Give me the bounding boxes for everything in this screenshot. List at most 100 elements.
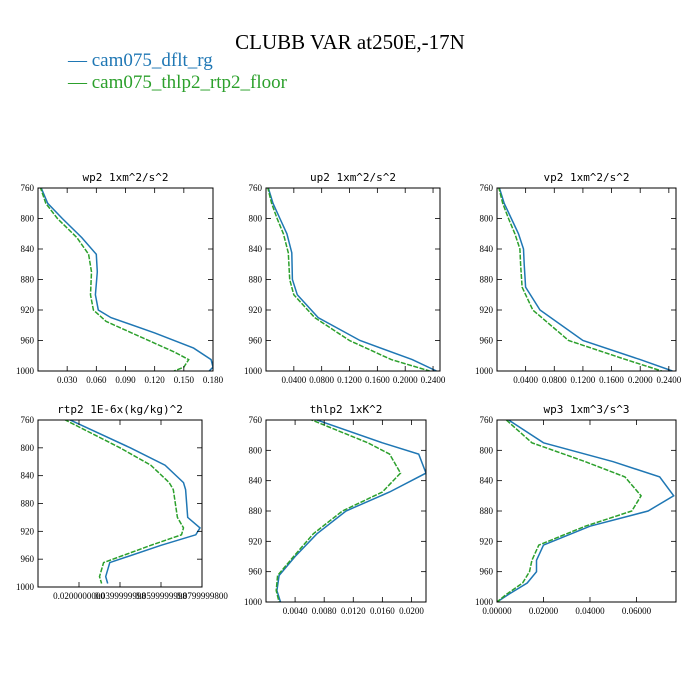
x-tick-label: 0.1600	[599, 375, 624, 385]
y-tick-label: 880	[249, 275, 263, 285]
legend-entry-dflt: — cam075_dflt_rg	[68, 50, 213, 71]
y-tick-label: 800	[21, 214, 35, 224]
y-tick-label: 960	[249, 336, 263, 346]
y-tick-label: 800	[480, 214, 494, 224]
y-tick-label: 840	[249, 476, 263, 486]
x-tick-label: 0.2000	[393, 375, 418, 385]
y-tick-label: 760	[249, 415, 263, 425]
series-group	[498, 188, 673, 371]
plot-frame	[496, 187, 677, 372]
series-group	[497, 420, 675, 602]
panel-1: up2 1xm^2/s^2 760 800 840 880 920 960 1000 0.040…	[244, 171, 446, 385]
y-tick-label: 920	[21, 305, 35, 315]
x-tick-label: 0.060	[86, 375, 107, 385]
y-tick-label: 880	[480, 506, 494, 516]
x-tick-label: 0.1200	[337, 375, 362, 385]
x-tick-label: 0.030	[57, 375, 78, 385]
y-tick-label: 880	[21, 499, 35, 509]
plot-frame	[37, 187, 214, 372]
panel-title: up2 1xm^2/s^2	[310, 171, 396, 184]
panel-title: wp2 1xm^2/s^2	[82, 171, 168, 184]
x-tick-label: 0.0200	[399, 606, 424, 616]
x-tick-label: 0.0799999800	[176, 591, 228, 601]
x-tick-label: 0.04000	[575, 606, 605, 616]
x-tick-label: 0.2000	[628, 375, 653, 385]
legend-entry-floor: — cam075_thlp2_rtp2_floor	[68, 72, 287, 93]
x-tick-label: 0.120	[145, 375, 166, 385]
x-tick-label: 0.0400	[513, 375, 538, 385]
y-tick-label: 800	[21, 443, 35, 453]
x-tick-label: 0.090	[115, 375, 136, 385]
x-tick-label: 0.0800	[542, 375, 567, 385]
series-group	[275, 420, 426, 602]
x-tick-label: 0.00000	[482, 606, 512, 616]
x-tick-label: 0.1200	[571, 375, 596, 385]
y-tick-label: 920	[249, 536, 263, 546]
x-tick-label: 0.0200000000	[53, 591, 105, 601]
y-tick-label: 840	[21, 471, 35, 481]
y-tick-label: 1000	[475, 597, 494, 607]
series-line-floor	[267, 188, 430, 371]
x-tick-label: 0.2400	[421, 375, 446, 385]
series-line-dflt	[267, 188, 437, 371]
y-tick-label: 880	[480, 275, 494, 285]
y-tick-label: 840	[249, 244, 263, 254]
y-tick-label: 760	[480, 183, 494, 193]
y-tick-label: 920	[249, 305, 263, 315]
y-tick-label: 760	[480, 415, 494, 425]
x-tick-label: 0.0599999998	[135, 591, 187, 601]
panel-5: wp3 1xm^3/s^3 760 800 840 880 920 960 10000.000…	[475, 403, 677, 616]
y-tick-label: 880	[21, 275, 35, 285]
y-tick-label: 960	[21, 336, 35, 346]
x-tick-label: 0.02000	[529, 606, 559, 616]
y-tick-label: 960	[480, 567, 494, 577]
series-line-dflt	[498, 188, 673, 371]
y-tick-label: 960	[480, 336, 494, 346]
y-tick-label: 1000	[244, 366, 263, 376]
x-tick-label: 0.0160	[370, 606, 395, 616]
y-tick-label: 840	[480, 244, 494, 254]
panel-title: wp3 1xm^3/s^3	[543, 403, 629, 416]
y-tick-label: 760	[249, 183, 263, 193]
x-tick-label: 0.0399999998	[94, 591, 146, 601]
series-line-dflt	[40, 188, 213, 371]
series-line-floor	[39, 188, 190, 371]
x-tick-label: 0.06000	[622, 606, 652, 616]
series-line-floor	[275, 420, 402, 602]
series-group	[39, 188, 213, 371]
series-line-floor	[63, 420, 185, 584]
y-tick-label: 840	[21, 244, 35, 254]
panel-0: wp2 1xm^2/s^2 760 800 840 880 920 960 1000 0.030…	[16, 171, 224, 385]
y-tick-label: 840	[480, 476, 494, 486]
x-tick-label: 0.0120	[341, 606, 366, 616]
y-tick-label: 760	[21, 415, 35, 425]
y-tick-label: 920	[480, 536, 494, 546]
y-tick-label: 960	[249, 567, 263, 577]
series-group	[267, 188, 437, 371]
x-tick-label: 0.0800	[309, 375, 334, 385]
y-tick-label: 1000	[475, 366, 494, 376]
panel-3: rtp2 1E-6x(kg/kg)^2 760 800 840 880 920 960 100…	[16, 403, 228, 601]
y-tick-label: 800	[480, 445, 494, 455]
plot-frame	[37, 419, 203, 588]
series-line-dflt	[68, 420, 201, 584]
y-tick-label: 1000	[244, 597, 263, 607]
x-tick-label: 0.180	[203, 375, 224, 385]
panel-title: rtp2 1E-6x(kg/kg)^2	[57, 403, 183, 416]
x-tick-label: 0.150	[174, 375, 195, 385]
figure-title: CLUBB VAR at250E,-17N	[235, 30, 465, 54]
panel-title: vp2 1xm^2/s^2	[543, 171, 629, 184]
y-tick-label: 920	[480, 305, 494, 315]
panel-2: vp2 1xm^2/s^2 760 800 840 880 920 960 1000 0.040…	[475, 171, 682, 385]
y-tick-label: 1000	[16, 366, 35, 376]
panel-4: thlp2 1xK^2 760 800 840 880 920 960 1000 0.0040 0…	[244, 403, 427, 616]
series-group	[63, 420, 201, 584]
x-tick-label: 0.0400	[281, 375, 306, 385]
series-line-floor	[498, 188, 662, 371]
y-tick-label: 800	[249, 445, 263, 455]
panel-title: thlp2 1xK^2	[310, 403, 383, 416]
y-tick-label: 880	[249, 506, 263, 516]
series-line-dflt	[276, 420, 426, 602]
y-tick-label: 960	[21, 554, 35, 564]
series-line-dflt	[497, 420, 675, 602]
